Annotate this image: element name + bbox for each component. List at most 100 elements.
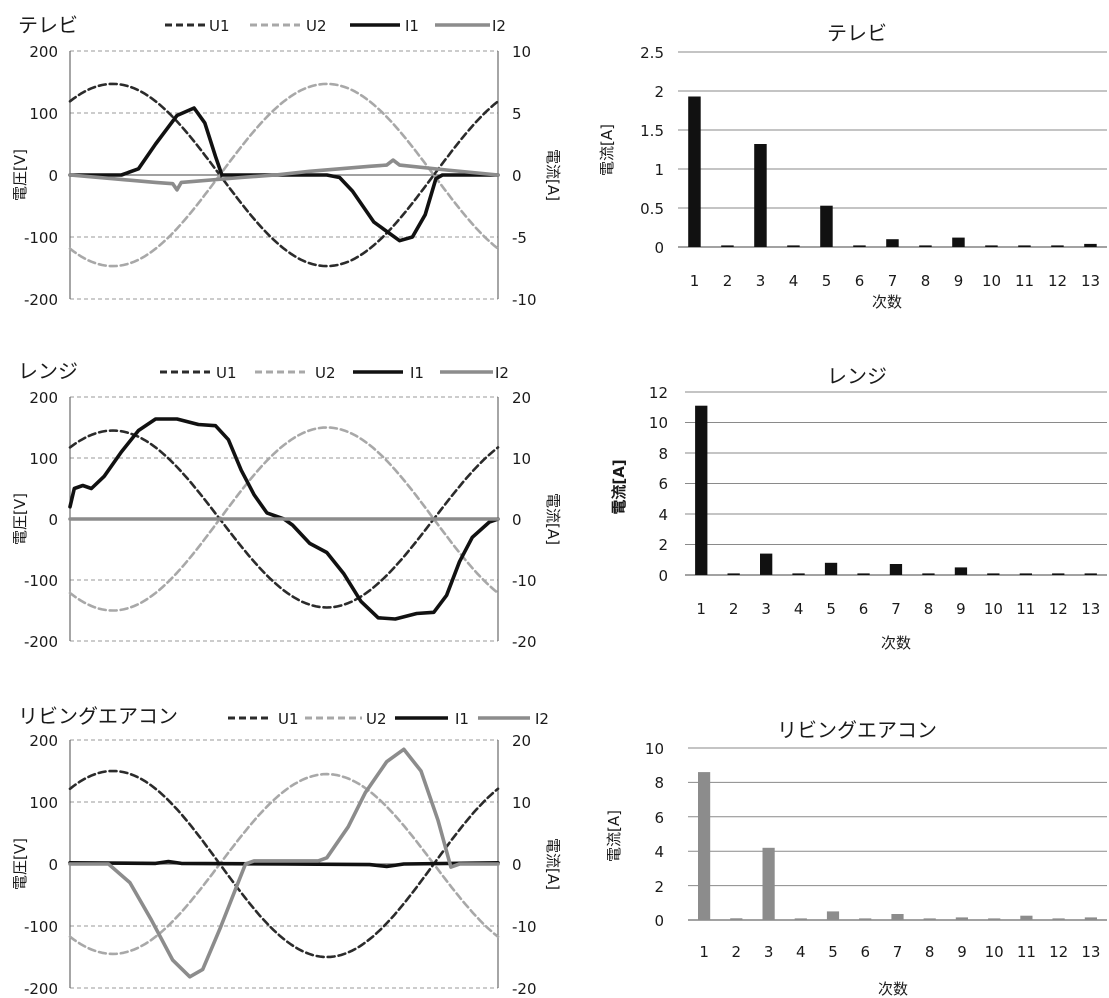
aircon-waveform-plot	[68, 747, 500, 979]
range-waveform-plot	[68, 417, 500, 621]
range-waveform-right-ticks: 20 10 0 -10 -20	[512, 389, 537, 651]
legend-label-u1: U1	[278, 710, 299, 728]
tick-label: 100	[29, 794, 58, 812]
category-label: 1	[696, 600, 706, 618]
tick-label: 6	[654, 809, 664, 827]
legend-label-u1: U1	[216, 364, 237, 382]
tv-waveform-title: テレビ	[18, 13, 78, 37]
category-label: 5	[822, 272, 832, 290]
tv-harmonic-title: テレビ	[827, 21, 887, 45]
tv-waveform-plot	[68, 82, 500, 268]
category-label: 4	[796, 943, 806, 961]
tv-waveform-legend: U1 U2 I1 I2	[165, 17, 506, 35]
aircon-waveform-y2label: 電流[A]	[544, 838, 562, 890]
category-label: 10	[985, 943, 1004, 961]
tick-label: 0.5	[640, 200, 664, 218]
category-label: 13	[1081, 600, 1100, 618]
category-label: 8	[921, 272, 931, 290]
tv-waveform-panel: テレビ U1 U2 I1 I2 200 100 0 -100 -200	[11, 13, 562, 309]
tick-label: 200	[29, 732, 58, 750]
harmonic-bar	[688, 96, 701, 247]
tick-label: 20	[512, 732, 531, 750]
category-label: 2	[729, 600, 739, 618]
harmonic-bar	[754, 144, 767, 247]
harmonic-bar	[727, 573, 740, 575]
harmonic-bar	[730, 918, 743, 920]
category-label: 9	[957, 943, 967, 961]
aircon-waveform-right-ticks: 20 10 0 -10 -20	[512, 732, 537, 998]
legend-label-u2: U2	[366, 710, 387, 728]
tick-label: 8	[658, 445, 668, 463]
range-waveform-title: レンジ	[18, 359, 78, 383]
legend-label-i2: I2	[495, 364, 509, 382]
category-label: 5	[826, 600, 836, 618]
harmonic-bar	[762, 847, 775, 920]
category-label: 11	[1017, 943, 1036, 961]
series-line-i1	[68, 106, 500, 243]
tick-label: 4	[654, 843, 664, 861]
tick-label: 10	[512, 794, 531, 812]
harmonic-bar	[824, 562, 838, 575]
harmonic-bar	[826, 911, 840, 920]
tv-harmonic-ylabel: 電流[A]	[598, 124, 616, 176]
harmonic-bar	[1020, 915, 1033, 920]
harmonic-bar	[952, 237, 965, 247]
tick-label: 5	[512, 105, 522, 123]
tick-label: -10	[512, 291, 537, 309]
tick-label: 8	[654, 774, 664, 792]
aircon-harmonic-plot: 1 2 3 4 5 6 7 8 9 10 11 12 13	[698, 772, 1100, 961]
tick-label: 0	[48, 856, 58, 874]
range-waveform-ylabel: 電圧[V]	[11, 493, 29, 545]
harmonic-bar	[1052, 573, 1065, 575]
category-label: 1	[699, 943, 709, 961]
category-label: 6	[859, 600, 869, 618]
aircon-harmonic-xlabel: 次数	[878, 980, 908, 998]
range-harmonic-plot: 1 2 3 4 5 6 7 8 9 10 11 12 13	[695, 405, 1100, 618]
category-label: 13	[1081, 943, 1100, 961]
harmonic-bar	[857, 573, 870, 575]
tick-label: 2	[654, 83, 664, 101]
category-label: 12	[1049, 943, 1068, 961]
tick-label: -5	[512, 229, 527, 247]
series-line-u2	[68, 82, 500, 268]
tick-label: -100	[24, 572, 58, 590]
category-label: 6	[861, 943, 871, 961]
legend-label-u2: U2	[306, 17, 327, 35]
harmonic-bar	[760, 553, 773, 575]
tick-label: -100	[24, 918, 58, 936]
harmonic-bar	[1019, 573, 1032, 575]
tick-label: -200	[24, 980, 58, 998]
tv-waveform-y2label: 電流[A]	[544, 149, 562, 201]
category-label: 10	[982, 272, 1001, 290]
tick-label: 100	[29, 450, 58, 468]
category-label: 12	[1049, 600, 1068, 618]
range-harmonic-title: レンジ	[827, 364, 887, 388]
category-label: 3	[756, 272, 766, 290]
harmonic-bar	[859, 918, 872, 920]
tick-label: -10	[512, 918, 537, 936]
range-waveform-y2label: 電流[A]	[544, 493, 562, 545]
legend-label-i2: I2	[492, 17, 506, 35]
series-line-i1	[68, 859, 500, 869]
tick-label: 2	[654, 878, 664, 896]
category-label: 7	[891, 600, 901, 618]
aircon-harmonic-grid	[688, 747, 1107, 921]
harmonic-bar	[919, 245, 932, 247]
tick-label: 100	[29, 105, 58, 123]
harmonic-bar	[820, 205, 833, 247]
tick-label: -200	[24, 633, 58, 651]
series-line-i1	[68, 417, 500, 621]
aircon-harmonic-ylabel: 電流[A]	[605, 810, 623, 862]
harmonic-bar	[988, 918, 1001, 920]
category-label: 8	[924, 600, 934, 618]
tv-waveform-left-ticks: 200 100 0 -100 -200	[24, 43, 58, 309]
category-label: 5	[828, 943, 838, 961]
tv-waveform-ylabel: 電圧[V]	[11, 149, 29, 201]
category-label: 9	[954, 272, 964, 290]
harmonic-bar	[1084, 243, 1097, 247]
harmonic-bar	[1051, 245, 1064, 247]
harmonic-bar	[853, 245, 866, 247]
